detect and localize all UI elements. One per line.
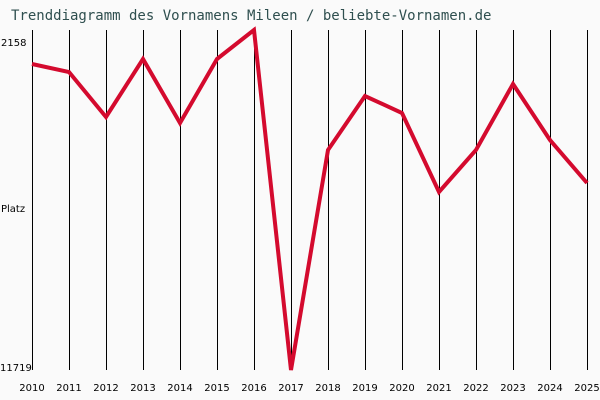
x-tick-label-2020: 2020 xyxy=(389,383,414,394)
x-tick-label-2012: 2012 xyxy=(93,383,118,394)
x-tick-label-2013: 2013 xyxy=(130,383,155,394)
x-tick-label-2019: 2019 xyxy=(352,383,377,394)
x-tick-label-2025: 2025 xyxy=(574,383,599,394)
x-tick-label-2017: 2017 xyxy=(278,383,303,394)
y-axis-title: Platz xyxy=(1,204,25,215)
chart-title: Trenddiagramm des Vornamens Mileen / bel… xyxy=(11,8,492,24)
x-tick-label-2022: 2022 xyxy=(463,383,488,394)
x-tick-label-2010: 2010 xyxy=(19,383,44,394)
x-tick-label-2018: 2018 xyxy=(315,383,340,394)
x-tick-label-2014: 2014 xyxy=(167,383,192,394)
vertical-gridlines xyxy=(32,30,588,370)
x-tick-label-2021: 2021 xyxy=(426,383,451,394)
y-axis-top-label: 2158 xyxy=(1,38,26,49)
y-axis-bottom-label: 11719 xyxy=(0,363,32,374)
x-tick-label-2016: 2016 xyxy=(241,383,266,394)
x-axis-labels: 2010 2011 2012 2013 2014 2015 2016 2017 2018 2019… xyxy=(19,383,599,394)
x-tick-label-2011: 2011 xyxy=(56,383,81,394)
x-tick-label-2023: 2023 xyxy=(500,383,525,394)
x-tick-label-2015: 2015 xyxy=(204,383,229,394)
x-tick-label-2024: 2024 xyxy=(537,383,562,394)
series-line-mileen xyxy=(31,26,589,371)
